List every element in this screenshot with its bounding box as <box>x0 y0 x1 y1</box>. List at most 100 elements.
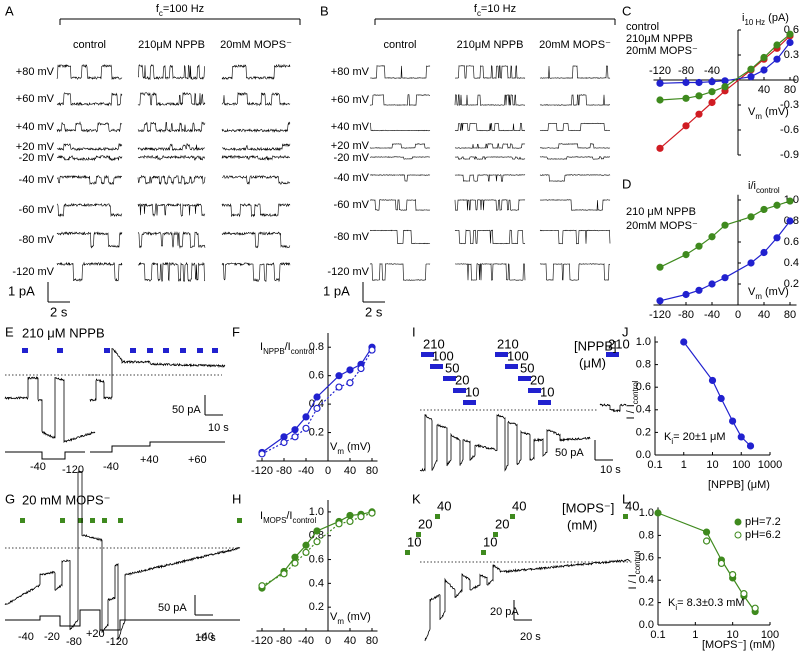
current-trace <box>454 199 526 211</box>
y-tick-label: 0.4 <box>636 404 651 416</box>
application-marker <box>606 352 619 357</box>
current-trace <box>137 121 206 133</box>
data-point <box>721 83 729 91</box>
data-point <box>656 96 664 104</box>
subscript: m <box>337 447 344 456</box>
data-point <box>695 92 703 100</box>
panel-label: G <box>5 491 15 506</box>
application-marker <box>57 348 63 353</box>
x-tick-label: 10 <box>727 629 739 641</box>
current-trace <box>221 203 291 218</box>
legend-marker <box>734 531 742 539</box>
data-point <box>302 424 310 432</box>
text-part: f <box>156 3 160 15</box>
data-point <box>695 110 703 118</box>
unit-label: [MOPS⁻] <box>562 500 614 515</box>
data-point <box>751 604 759 612</box>
data-point <box>695 286 703 294</box>
y-tick-label: 1.0 <box>309 506 324 518</box>
data-point <box>302 541 310 549</box>
x-tick-label: 100 <box>761 629 779 641</box>
y-axis-label: IMOPS/Icontrol <box>260 510 316 525</box>
data-point <box>702 528 711 536</box>
concentration-label: 210 <box>423 336 445 351</box>
panel-label: C <box>622 3 631 18</box>
unit-label: (μM) <box>579 355 606 370</box>
subscript: control <box>756 186 780 195</box>
data-point <box>773 234 781 242</box>
data-point <box>654 509 662 517</box>
application-marker <box>60 518 65 523</box>
data-point <box>721 77 729 85</box>
text-part: V <box>748 286 756 298</box>
data-point <box>773 41 781 49</box>
row-label: +80 mV <box>331 66 370 78</box>
voltage-label: +20 <box>86 628 105 640</box>
x-tick-label: -40 <box>298 465 314 477</box>
voltage-label: -40 <box>18 631 34 643</box>
data-point <box>291 426 299 434</box>
data-point <box>708 376 717 385</box>
row-label: +40 mV <box>331 121 370 133</box>
annotation: Ki= 20±1 μM <box>664 431 726 446</box>
y-tick-label: 0.2 <box>636 426 651 438</box>
data-point <box>773 201 781 209</box>
current-trace <box>137 231 206 249</box>
data-point <box>302 413 310 421</box>
x-axis-label: Vm (mV) <box>330 441 371 456</box>
data-point <box>721 221 729 229</box>
row-label: -20 mV <box>334 152 370 164</box>
data-point <box>280 570 288 578</box>
concentration-label: 10 <box>540 384 554 399</box>
y-axis-label: I / Icontrol <box>625 380 640 419</box>
header: fc=100 Hz <box>156 3 204 18</box>
y-tick-label: 0.2 <box>309 601 324 613</box>
y-tick-label: 0.4 <box>784 257 799 269</box>
application-marker <box>180 348 186 353</box>
concentration-label: 100 <box>432 348 454 363</box>
current-trace <box>370 65 431 79</box>
x-tick-label: 80 <box>366 465 378 477</box>
text-part: = 20±1 μM <box>673 431 725 443</box>
x-tick-label: 100 <box>732 459 750 471</box>
data-point <box>280 438 288 447</box>
current-trace <box>454 94 526 106</box>
text-part: =100 Hz <box>163 3 204 15</box>
x-tick-label: 0.1 <box>647 459 662 471</box>
application-marker <box>435 514 440 519</box>
text-part: (mV) <box>344 611 371 623</box>
current-trace <box>454 262 526 281</box>
application-marker <box>510 514 515 519</box>
y-tick-label: 0.0 <box>636 449 651 461</box>
voltage-label: -120 <box>106 636 128 648</box>
x-axis-label: [NPPB] (μM) <box>708 479 770 491</box>
column-title: control <box>73 39 106 51</box>
x-tick-label: 1000 <box>758 459 782 471</box>
subscript: m <box>755 112 762 121</box>
concentration-label: 50 <box>520 360 534 375</box>
data-point <box>302 548 310 557</box>
subscript: i <box>675 603 677 612</box>
text-part: i/i <box>748 180 756 192</box>
current-trace <box>56 121 123 133</box>
subscript: m <box>755 292 762 301</box>
text-part: I <box>260 510 263 522</box>
x-tick-label: -120 <box>649 65 671 77</box>
concentration-label: 40 <box>437 498 451 513</box>
data-point <box>682 251 690 259</box>
y-tick-label: 0.2 <box>784 278 799 290</box>
y-tick-label: 0.6 <box>309 553 324 565</box>
scale-label: 50 pA <box>555 447 584 459</box>
row-label: -40 mV <box>334 172 370 184</box>
legend-entry: 210 μM NPPB <box>626 206 696 218</box>
current-trace <box>56 64 123 80</box>
scale-label: 2 s <box>365 304 383 319</box>
subscript: 10 Hz <box>744 18 765 27</box>
x-tick-label: 1 <box>692 629 698 641</box>
text-part: K <box>664 431 672 443</box>
row-label: +20 mV <box>16 141 55 153</box>
current-trace <box>221 143 291 152</box>
application-marker <box>90 518 95 523</box>
x-tick-label: 0 <box>735 309 741 321</box>
